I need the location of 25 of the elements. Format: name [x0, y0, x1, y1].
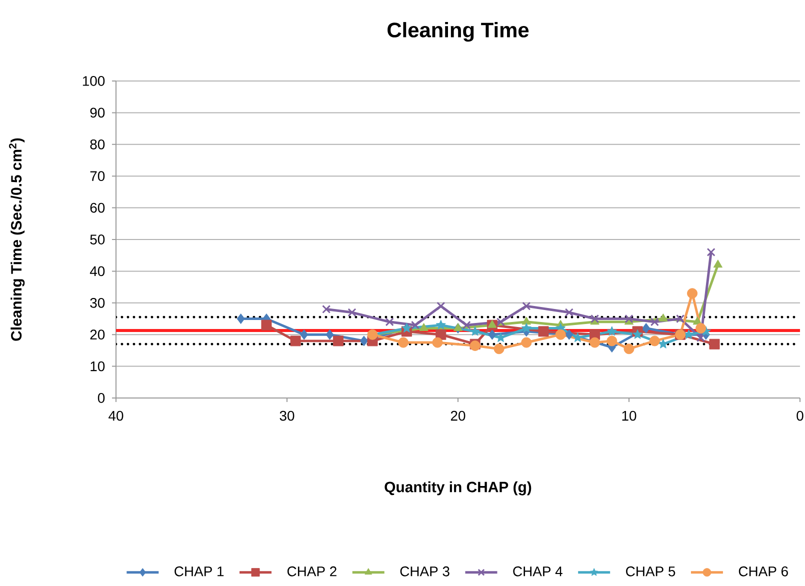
- legend-label: CHAP 3: [400, 566, 450, 576]
- chart-title: Cleaning Time: [388, 22, 529, 42]
- y-tick-label: 10: [90, 361, 105, 372]
- legend-label: CHAP 6: [738, 566, 788, 576]
- y-tick-label: 40: [90, 266, 105, 276]
- y-tick-label: 100: [82, 76, 105, 86]
- y-tick-label: 0: [98, 393, 105, 403]
- legend-label: CHAP 5: [626, 566, 676, 576]
- y-tick-label: 30: [90, 298, 105, 308]
- y-tick-label: 80: [90, 139, 105, 150]
- x-axis-title: Quantity in CHAP (g): [384, 481, 532, 496]
- y-tick-label: 90: [90, 108, 105, 118]
- x-tick-label: 30: [280, 410, 294, 421]
- y-tick-label: 20: [90, 330, 105, 340]
- x-tick-label: 0: [796, 410, 804, 421]
- legend-label: CHAP 1: [174, 566, 224, 576]
- legend-label: CHAP 2: [287, 566, 336, 576]
- x-tick-label: 10: [622, 410, 636, 421]
- legend-label: CHAP 4: [513, 566, 562, 576]
- x-tick-label: 20: [450, 410, 466, 421]
- y-axis-title: Cleaning Time (Sec./0.5 cm$^{2}$): [8, 138, 25, 341]
- y-tick-label: 70: [90, 171, 105, 182]
- y-tick-label: 60: [90, 202, 105, 213]
- x-tick-label: 40: [108, 410, 124, 421]
- y-tick-label: 50: [90, 234, 105, 244]
